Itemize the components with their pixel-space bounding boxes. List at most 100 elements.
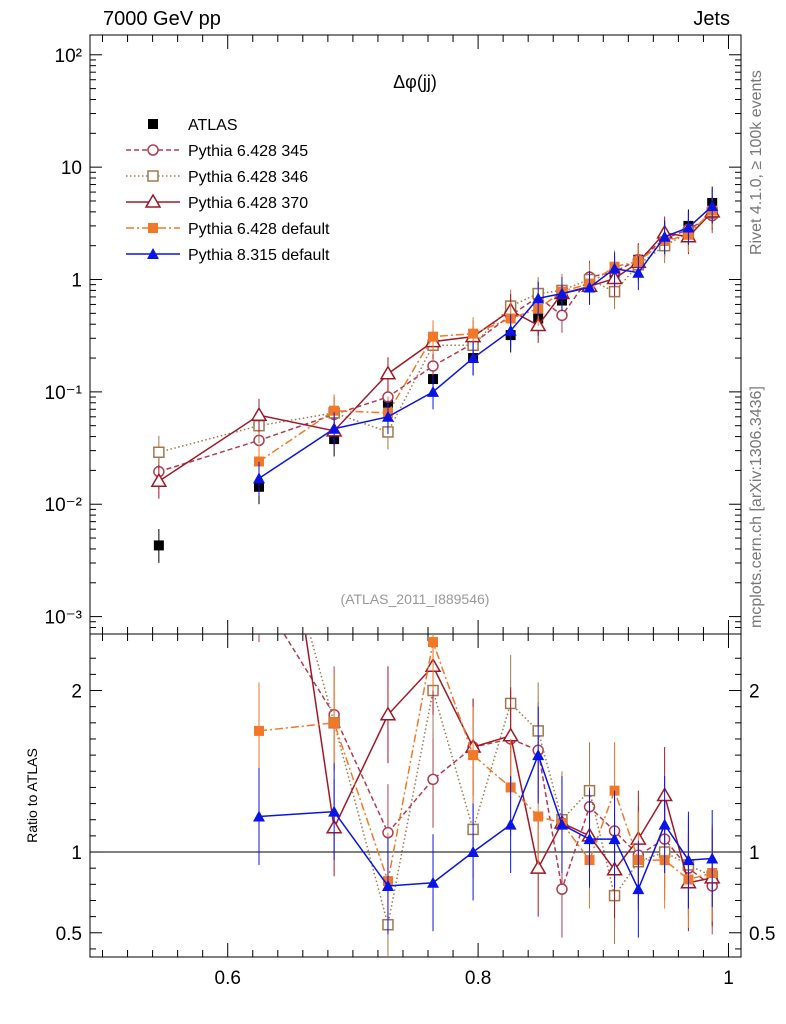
legend-label: Pythia 6.428 346: [188, 169, 308, 186]
legend-item: Pythia 8.315 default: [126, 247, 330, 264]
legend-label: ATLAS: [188, 117, 238, 134]
main-data: [150, 186, 721, 563]
y-tick-label: 10⁻³: [45, 608, 83, 629]
data-point: [254, 456, 265, 467]
ratio-frame: [89, 633, 742, 958]
legend-marker: [147, 144, 159, 156]
data-point: [379, 365, 397, 380]
ratio-point: [381, 879, 394, 891]
ratio-point: [532, 749, 545, 761]
ratio-point: [468, 750, 479, 761]
ratio-line: [258, 639, 713, 885]
y-tick-label: 10²: [55, 46, 82, 67]
legend-marker: [148, 223, 158, 233]
y-tick-label: 1: [71, 271, 82, 292]
x-tick-label: 0.8: [465, 968, 491, 989]
legend-label: Pythia 6.428 default: [188, 221, 330, 238]
ratio-line: [258, 752, 713, 892]
legend-item: Pythia 6.428 346: [126, 169, 308, 186]
ratio-point: [583, 833, 596, 845]
legend-marker: [147, 170, 159, 182]
ratio-point: [555, 818, 568, 830]
legend-item: Pythia 6.428 370: [126, 193, 308, 212]
ratio-series-pythia-8-315-default: [253, 706, 719, 938]
analysis-watermark: (ATLAS_2011_I889546): [341, 591, 490, 607]
x-tick-label: 1: [723, 968, 734, 989]
process-label: Jets: [693, 8, 730, 30]
legend-item: Pythia 6.428 345: [126, 143, 308, 160]
data-point: [682, 221, 695, 233]
data-point: [329, 405, 340, 416]
ratio-point: [252, 312, 266, 324]
data-point: [381, 410, 394, 422]
data-point: [556, 309, 568, 322]
data-point: [658, 230, 671, 242]
x-tick-label: 0.6: [215, 968, 241, 989]
ratio-line: [304, 634, 713, 884]
ratio-panel: 0.6 0.8 1 0.5 0.5 1 1 2 2 Ratio to ATLAS: [24, 312, 775, 989]
ratio-point: [658, 818, 671, 830]
data-point: [608, 262, 621, 274]
ratio-point: [533, 811, 544, 822]
y-tick-label: 10⁻²: [45, 495, 83, 516]
ratio-point: [706, 852, 719, 864]
ratio-point: [253, 810, 266, 822]
y-tick-label: 2: [71, 682, 82, 703]
legend-item: Pythia 6.428 default: [126, 221, 330, 238]
legend-label: Pythia 6.428 370: [188, 195, 308, 212]
legend-marker: [144, 193, 162, 208]
ratio-point: [504, 818, 517, 830]
legend: ATLAS Pythia 6.428 345 Pythia 6.428 346 Pyt…: [126, 117, 330, 264]
data-point: [428, 331, 439, 342]
data-point: [153, 540, 164, 551]
y-tick-label-right: 1: [749, 843, 760, 864]
ratio-point: [427, 773, 439, 786]
ratio-ylabel: Ratio to ATLAS: [24, 748, 40, 843]
series-line: [258, 205, 713, 479]
y-tick-label: 0.5: [56, 924, 82, 945]
data-point: [253, 472, 266, 484]
data-point: [328, 422, 341, 434]
data-point: [468, 328, 479, 339]
series-pythia-8-315-default: [253, 189, 719, 496]
series-atlas: [153, 186, 718, 563]
data-point: [467, 352, 480, 364]
legend-label: Pythia 6.428 345: [188, 143, 308, 160]
y-tick-label-right: 0.5: [749, 924, 775, 945]
y-tick-label-right: 2: [749, 682, 760, 703]
legend-marker: [147, 248, 159, 259]
series-pythia-6-428-370: [150, 195, 721, 499]
ratio-series-pythia-6-428-default: [254, 634, 718, 930]
ratio-point: [467, 846, 480, 858]
ratio-point: [329, 717, 340, 728]
legend-marker: [148, 119, 158, 129]
ratio-point: [328, 805, 341, 817]
ratio-point: [254, 589, 264, 599]
data-point: [250, 406, 268, 421]
ratio-point: [556, 883, 568, 895]
ratio-point: [428, 637, 439, 648]
data-point: [427, 385, 440, 397]
data-point: [555, 287, 568, 299]
chart-title: Δφ(jj): [393, 72, 437, 92]
data-point: [706, 200, 719, 212]
y-tick-label: 10: [61, 158, 82, 179]
data-point: [532, 292, 545, 304]
main-panel: 10⁻³ 10⁻² 10⁻¹ 1 10 10² Δφ(jj) (ATLAS_2011_I889…: [45, 34, 742, 635]
ratio-point: [529, 859, 547, 874]
ratio-point: [502, 727, 519, 742]
ratio-point: [427, 876, 440, 888]
legend-label: Pythia 8.315 default: [188, 247, 330, 264]
data-point: [150, 472, 168, 488]
data-point: [632, 266, 645, 278]
data-point: [153, 446, 165, 459]
series-line: [158, 215, 713, 473]
ratio-point: [254, 725, 265, 736]
data-point: [583, 281, 596, 293]
ratio-line: [309, 634, 713, 925]
ratio-point: [632, 883, 645, 895]
y-tick-label: 1: [71, 843, 82, 864]
ratio-series-pythia-6-428-346: [309, 634, 718, 957]
